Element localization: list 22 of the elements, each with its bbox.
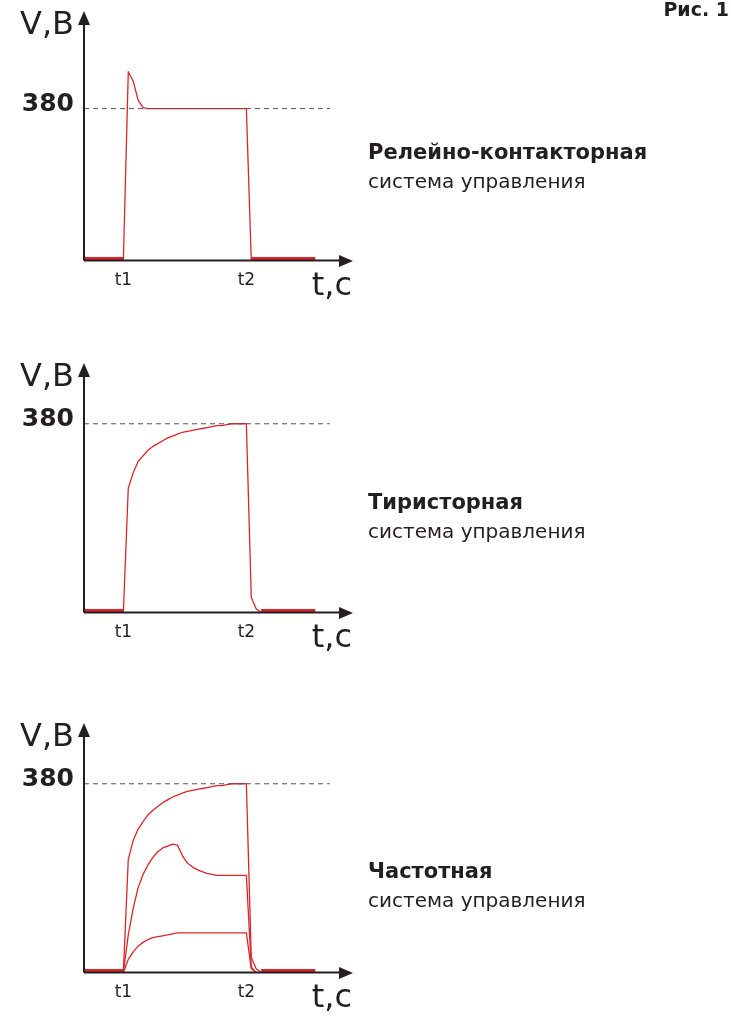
text: 380 <box>21 88 74 118</box>
text: 380 <box>21 403 74 433</box>
text: 380 <box>21 763 74 793</box>
text: Релейно-контакторная <box>368 139 648 164</box>
text: Рис. 1 <box>663 0 729 20</box>
x-axis-title: t,c <box>311 264 352 303</box>
y-axis-title: V,B <box>19 356 74 395</box>
y-axis-title: V,B <box>19 716 74 755</box>
text: система управления <box>368 169 586 194</box>
x-tick-label: t1 <box>114 269 133 290</box>
text: система управления <box>368 519 586 544</box>
x-tick-label: t2 <box>237 621 256 642</box>
text: Тиристорная <box>368 489 524 514</box>
x-tick-label: t2 <box>237 981 256 1002</box>
x-axis-title: t,c <box>311 616 352 655</box>
text: Частотная <box>368 858 493 883</box>
text: система управления <box>368 888 586 913</box>
x-axis-title: t,c <box>311 976 352 1015</box>
x-tick-label: t1 <box>114 621 133 642</box>
y-axis-title: V,B <box>19 4 74 43</box>
x-tick-label: t1 <box>114 981 133 1002</box>
x-tick-label: t2 <box>237 269 256 290</box>
